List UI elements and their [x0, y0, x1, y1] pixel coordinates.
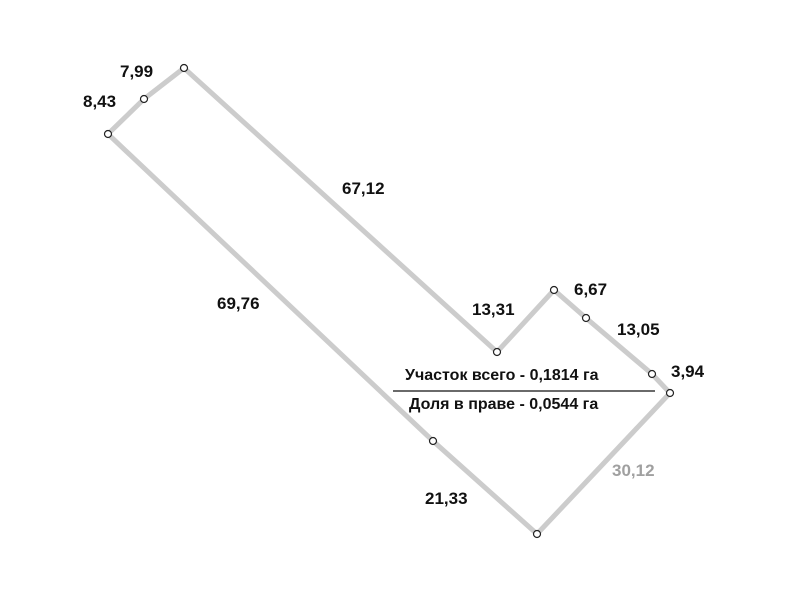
segment-label: 21,33 — [425, 489, 468, 508]
vertex-marker — [139, 94, 149, 104]
vertex-marker — [549, 285, 559, 295]
vertex-marker — [179, 63, 189, 73]
segment-label-highlighted: 30,12 — [612, 461, 655, 480]
boundary-line — [104, 64, 674, 538]
segment-label: 7,99 — [120, 62, 154, 81]
segment-label: 13,31 — [472, 300, 515, 319]
segment-label: 13,05 — [617, 320, 660, 339]
segment-label: 8,43 — [83, 92, 117, 111]
vertex-marker — [492, 347, 502, 357]
vertex-marker — [647, 369, 657, 379]
segment-label: 67,12 — [342, 179, 385, 198]
vertex-marker — [581, 313, 591, 323]
segment-label: 69,76 — [217, 294, 260, 313]
segment-label: 6,67 — [574, 280, 608, 299]
vertex-marker — [532, 529, 542, 539]
segment-label: 3,94 — [671, 362, 705, 381]
share-area-label: Доля в праве - 0,0544 га — [409, 396, 599, 413]
vertex-marker — [665, 388, 675, 398]
vertex-marker — [103, 129, 113, 139]
total-area-label: Участок всего - 0,1814 га — [405, 367, 599, 384]
vertex-marker — [428, 436, 438, 446]
